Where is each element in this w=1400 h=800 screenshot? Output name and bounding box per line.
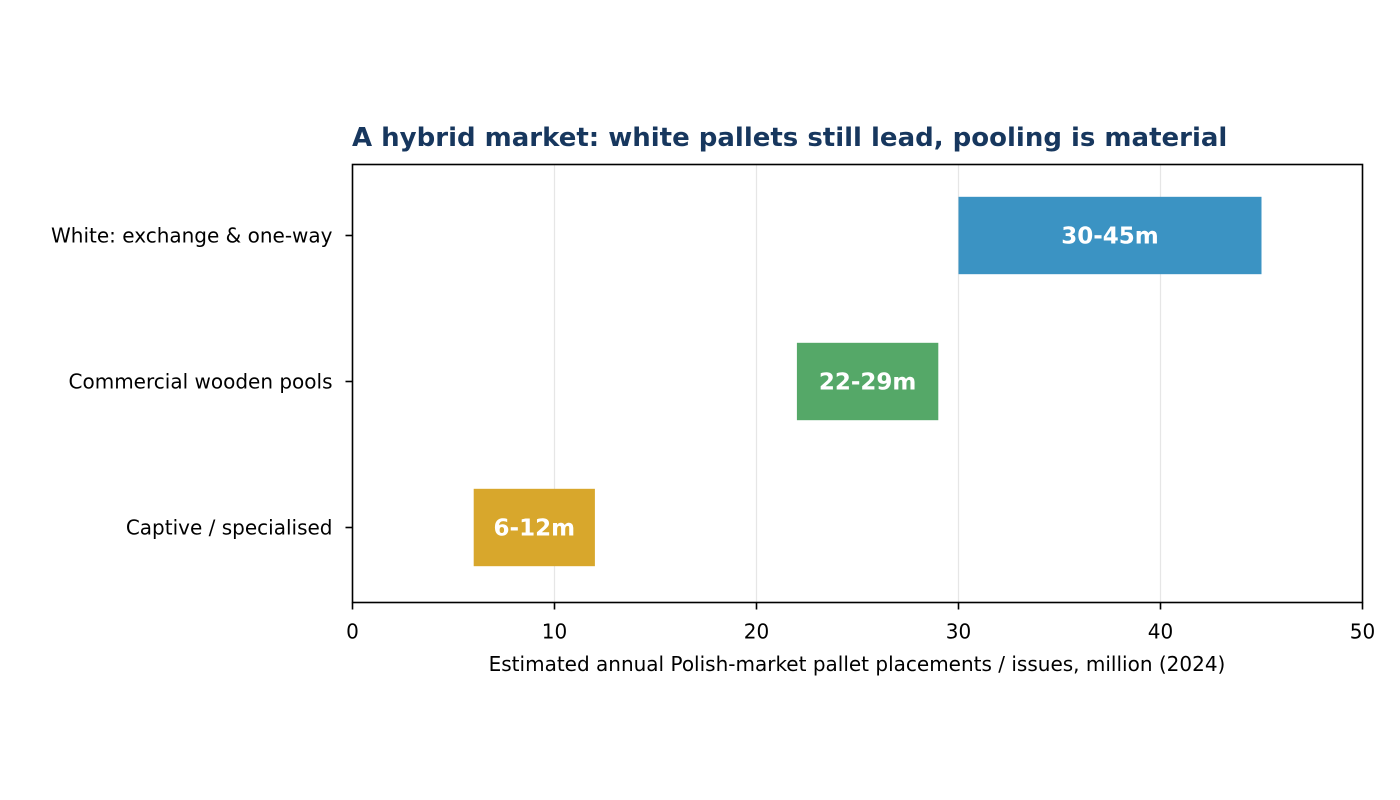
- x-tick-label: 20: [744, 620, 769, 644]
- bar-value-label: 6-12m: [494, 516, 576, 542]
- bar-value-label: 30-45m: [1061, 224, 1159, 250]
- range-bar: [473, 488, 595, 567]
- x-tick-label: 30: [946, 620, 971, 644]
- bar-layer: 30-45m 22-29m 6-12m: [473, 196, 1262, 567]
- chart-title: A hybrid market: white pallets still lea…: [352, 123, 1227, 153]
- range-bar: [958, 196, 1262, 275]
- x-tick-label: 0: [346, 620, 359, 644]
- y-tick-label: White: exchange & one-way: [51, 224, 333, 248]
- x-tick-label: 50: [1350, 620, 1375, 644]
- y-tick-label: Captive / specialised: [126, 516, 333, 540]
- x-axis: 0 10 20 30 40 50: [346, 602, 1375, 644]
- plot-frame: [351, 163, 1364, 604]
- x-axis-label: Estimated annual Polish-market pallet pl…: [489, 652, 1226, 676]
- range-bar: [796, 342, 939, 421]
- bar-value-label: 22-29m: [819, 370, 917, 396]
- y-axis: White: exchange & one-way Commercial wood…: [51, 224, 353, 540]
- x-tick-label: 40: [1148, 620, 1173, 644]
- x-tick-label: 10: [542, 620, 567, 644]
- y-tick-label: Commercial wooden pools: [69, 370, 333, 394]
